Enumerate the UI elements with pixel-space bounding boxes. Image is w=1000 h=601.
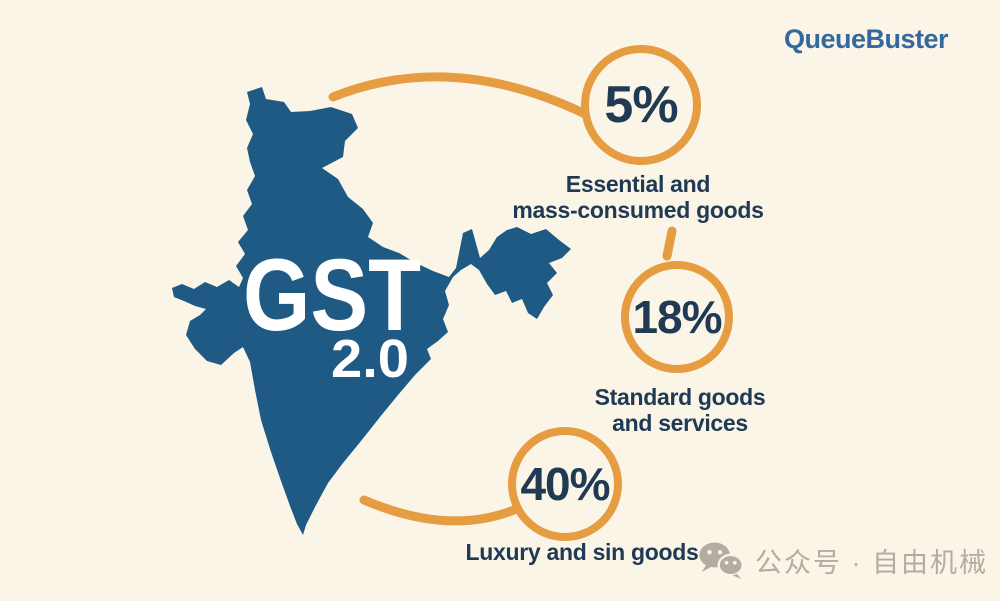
rate-label-5: Essential and mass-consumed goods [488, 171, 788, 223]
rate-label-18-line1: Standard goods [594, 384, 766, 410]
map-title-gst: GST [243, 238, 421, 352]
watermark: 公众号 · 自由机械 [698, 540, 988, 580]
connector-arc-40 [359, 495, 519, 526]
rate-label-40: Luxury and sin goods [432, 539, 732, 565]
watermark-text: 公众号 · 自由机械 [755, 547, 988, 578]
rate-value-40: 40% [520, 458, 610, 510]
rate-label-5-line2: mass-consumed goods [512, 197, 764, 223]
rate-label-5-line1: Essential and [565, 171, 711, 197]
rate-label-18: Standard goods and services [530, 384, 830, 436]
rate-label-40-line1: Luxury and sin goods [465, 539, 699, 565]
india-map-shape [172, 87, 571, 535]
rate-circle-18: 18% [621, 261, 733, 373]
rate-value-5: 5% [604, 76, 678, 134]
rate-circle-5: 5% [581, 45, 701, 165]
rate-label-18-line2: and services [612, 410, 748, 436]
wechat-icon [699, 542, 744, 579]
brand-logo: QueueBuster [783, 24, 949, 54]
rate-circle-40: 40% [508, 427, 622, 541]
map-subtitle-version: 2.0 [331, 329, 409, 389]
connector-line-18 [662, 226, 677, 261]
connector-arc-5 [328, 72, 588, 118]
rate-value-18: 18% [632, 291, 722, 343]
